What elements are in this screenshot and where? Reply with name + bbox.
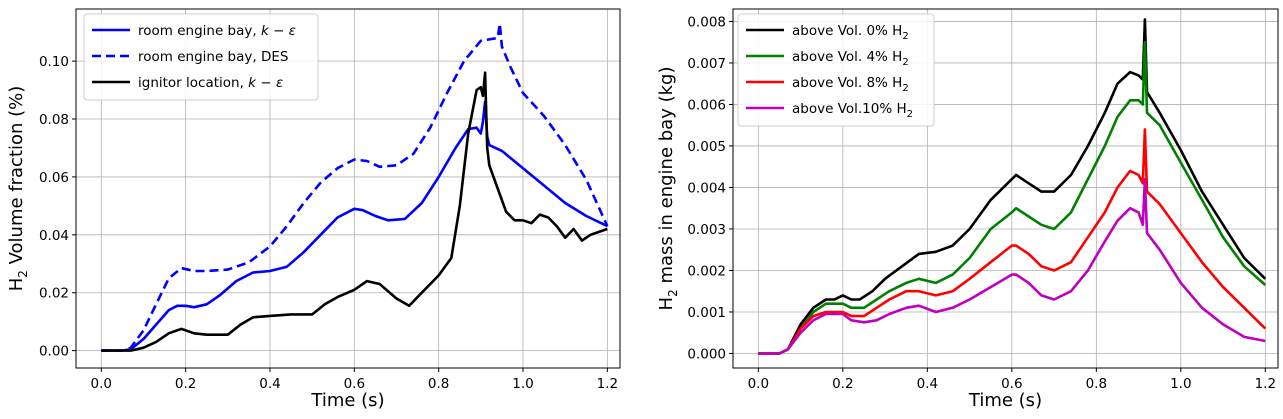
legend-label-3: ignitor location, k − ε <box>138 75 283 91</box>
x-tick-label: 1.2 <box>1255 376 1276 392</box>
axes-frame <box>75 8 621 369</box>
x-tick-label: 0.6 <box>1001 376 1022 392</box>
x-tick-label: 0.2 <box>832 376 853 392</box>
series-line-2 <box>101 22 609 352</box>
series-line-3 <box>758 128 1267 355</box>
x-tick-label: 0.0 <box>748 376 769 392</box>
x-tick-label: 1.0 <box>512 376 533 392</box>
y-tick-label: 0.002 <box>687 263 726 279</box>
chart-h2-mass: 0.0 0.2 0.4 0.6 0.8 1.0 1.2 0.000 0.001 0.002 0.00… <box>656 8 1279 411</box>
legend: room engine bay, k − ε room engine bay, D… <box>83 13 319 101</box>
chart-volume-fraction: 0.0 0.2 0.4 0.6 0.8 1.0 1.2 0.00 0.02 0.04 0.06 0.0… <box>6 8 621 411</box>
y-tick-label: 0.003 <box>687 222 726 238</box>
x-tick-label: 0.8 <box>428 376 449 392</box>
y-tick-label: 0.06 <box>39 170 69 186</box>
legend-label-1: room engine bay, k − ε <box>138 23 296 39</box>
x-tick-label: 0.4 <box>917 376 938 392</box>
y-tick-label: 0.001 <box>687 305 726 321</box>
y-tick-label: 0.02 <box>39 286 69 302</box>
series-line-1 <box>101 100 608 352</box>
legend: above Vol. 0% H2 above Vol. 4% H2 above Vo… <box>737 13 935 127</box>
legend-box <box>83 13 319 101</box>
x-axis-label: Time (s) <box>310 390 384 411</box>
y-tick-label: 0.008 <box>687 14 726 30</box>
y-tick-label: 0.00 <box>39 344 69 360</box>
y-axis-label: H2 mass in engine bay (kg) <box>656 67 680 311</box>
series-line-4 <box>758 177 1266 355</box>
y-tick-label: 0.004 <box>687 180 726 196</box>
y-tick-label: 0.007 <box>687 56 726 72</box>
series-line-3 <box>101 71 608 352</box>
x-tick-label: 1.0 <box>1170 376 1191 392</box>
legend-label-1: above Vol. 0% H2 <box>792 23 909 42</box>
legend-box <box>737 13 935 127</box>
x-tick-label: 1.2 <box>597 376 618 392</box>
y-axis-label: H2 Volume fraction (%) <box>6 86 30 292</box>
x-tick-label: 0.2 <box>175 376 196 392</box>
series-line-2 <box>758 40 1267 355</box>
legend-label-3: above Vol. 8% H2 <box>792 75 909 94</box>
y-tick-label: 0.005 <box>687 139 726 155</box>
y-tick-label: 0.08 <box>39 112 69 128</box>
y-tick-label: 0.04 <box>39 228 69 244</box>
y-tick-label: 0.10 <box>39 54 69 70</box>
y-tick-label: 0.000 <box>687 346 726 362</box>
legend-label-2: above Vol. 4% H2 <box>792 49 909 68</box>
x-tick-label: 0.6 <box>344 376 365 392</box>
axes-frame <box>732 8 1279 369</box>
x-axis-label: Time (s) <box>968 390 1042 411</box>
x-tick-label: 0.8 <box>1086 376 1107 392</box>
legend-label-4: above Vol.10% H2 <box>792 101 913 120</box>
x-tick-label: 0.0 <box>91 376 112 392</box>
x-tick-label: 0.4 <box>259 376 280 392</box>
legend-label-2: room engine bay, DES <box>138 49 288 65</box>
y-tick-label: 0.006 <box>687 97 726 113</box>
